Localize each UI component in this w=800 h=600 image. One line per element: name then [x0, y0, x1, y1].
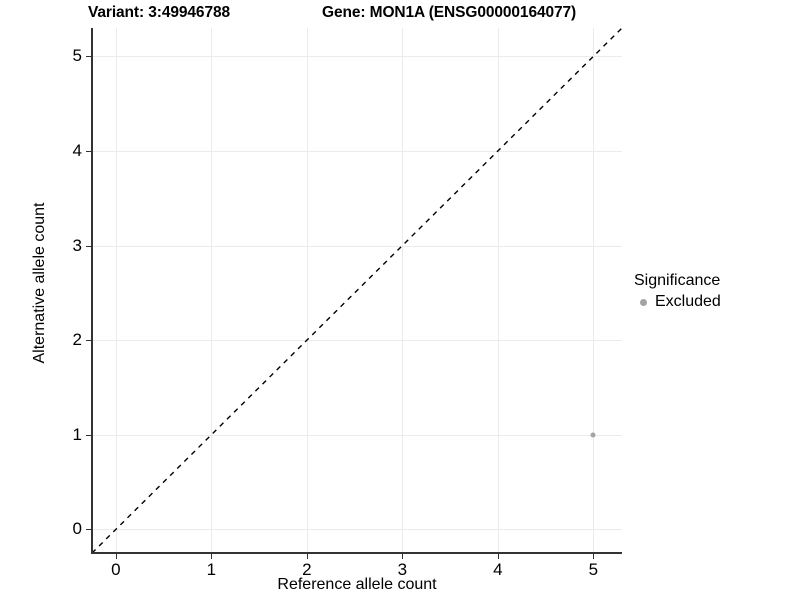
y-tick-label: 3 [72, 235, 82, 255]
gene-title: Gene: MON1A (ENSG00000164077) [322, 4, 577, 21]
x-axis-title: Reference allele count [277, 576, 437, 593]
variant-title: Variant: 3:49946788 [88, 4, 231, 21]
legend-title: Significance [634, 272, 721, 289]
x-tick-mark [402, 554, 404, 559]
y-axis-title: Alternative allele count [31, 202, 48, 364]
plot-panel [92, 28, 622, 553]
x-tick-mark [497, 554, 499, 559]
chart-title-bar: Variant: 3:49946788 Gene: MON1A (ENSG000… [0, 0, 800, 28]
x-axis-line [91, 552, 622, 554]
y-tick-label: 0 [72, 519, 82, 539]
legend-key [634, 293, 652, 311]
x-tick-label: 5 [588, 560, 599, 579]
x-tick-mark [593, 554, 595, 559]
x-tick-mark [211, 554, 213, 559]
x-tick-label: 4 [493, 560, 503, 579]
y-tick-mark [86, 434, 91, 436]
y-tick-label: 5 [72, 46, 82, 66]
y-axis-line [91, 28, 93, 554]
y-tick-label: 1 [72, 424, 82, 444]
y-tick-mark [86, 529, 91, 531]
legend-label: Excluded [655, 293, 721, 310]
y-tick-mark [86, 245, 91, 247]
x-tick-mark [306, 554, 308, 559]
legend-point-icon [639, 298, 647, 306]
x-tick-label: 2 [302, 560, 312, 579]
x-tick-label: 1 [206, 560, 217, 579]
y-tick-mark [86, 150, 91, 152]
data-points-layer [92, 28, 622, 553]
x-tick-label: 0 [111, 560, 121, 579]
legend-items: Excluded [634, 292, 794, 312]
x-tick-mark [115, 554, 117, 559]
y-tick-mark [86, 56, 91, 58]
x-tick-label: 3 [397, 560, 408, 579]
legend-item[interactable]: Excluded [634, 292, 794, 312]
legend: Significance Excluded [634, 272, 794, 312]
data-point[interactable] [590, 432, 596, 438]
y-tick-label: 2 [72, 330, 82, 350]
y-tick-label: 4 [72, 140, 82, 160]
y-tick-mark [86, 340, 91, 342]
